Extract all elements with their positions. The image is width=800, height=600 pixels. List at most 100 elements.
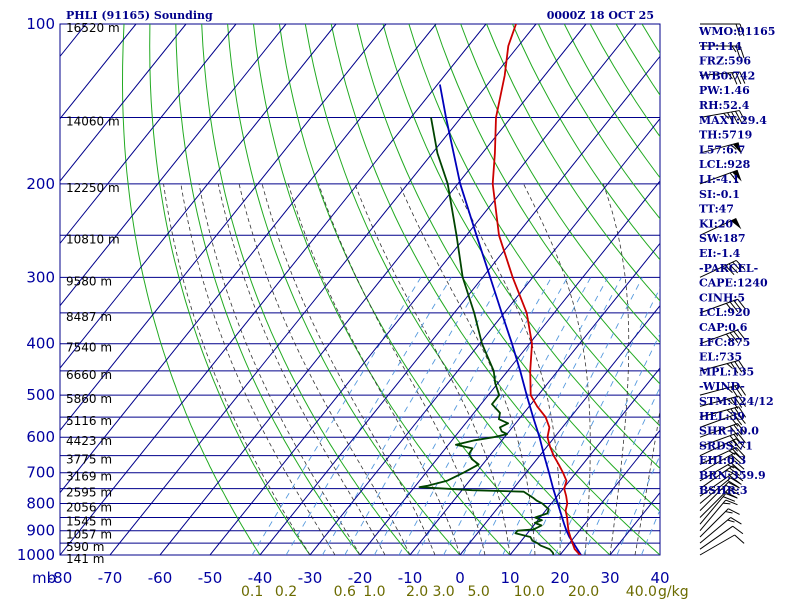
dry-adiabat-line [149,24,311,555]
wind-barb [699,488,740,518]
dry-adiabat-line [253,24,511,555]
wind-barb-feather [729,332,739,343]
wind-barb [699,460,745,482]
dry-adiabat-line [772,24,800,555]
wind-barb-feather [733,331,743,342]
mixing-ratio-label: 3.0 [432,584,454,600]
moist-adiabat-line [238,183,411,555]
wind-barb-staff [699,384,739,396]
wind-barb-feather [725,303,735,314]
wind-barb-feather [738,110,746,122]
wind-barb [699,534,745,556]
index-entry: LFC:875 [699,336,750,349]
wind-barb-staff [699,460,735,482]
dry-adiabat-line [201,24,411,555]
height-labels: 16520 m 14060 m 12250 m 10810 m 9580 m 8487 m… [66,21,120,566]
wind-barb [699,452,745,474]
isotherm-line [60,24,337,369]
moist-adiabat-line [354,183,511,555]
dry-adiabat-line [512,24,660,261]
temperature-tick-label: 0 [455,569,465,587]
height-label: 12250 m [66,181,120,195]
wind-barb-feather [725,265,735,276]
wind-barb-feather [735,260,746,270]
wind-barb [699,406,747,420]
moist-adiabat-line [198,183,361,555]
wind-barb-feather [735,45,741,59]
wind-barb [699,477,742,504]
wind-barb [700,45,745,59]
mixing-ratio-label: 5.0 [467,584,489,600]
wind-barb-feather [732,465,744,474]
isotherm-line [259,55,660,555]
mixing-ratio-label: 1.0 [363,584,385,600]
wind-barb-feather [729,475,740,484]
temperature-tick-label: 10 [500,569,519,587]
index-entry: LCL:928 [699,158,751,171]
wind-barb-feather [730,477,742,485]
wind-barb-feather [729,172,739,184]
wind-barb-feather [723,502,731,505]
wind-barb-feather [730,462,741,472]
height-label: 141 m [66,552,104,566]
plot-frame [59,23,661,556]
wind-barb-feather [726,363,733,369]
moist-adiabat-line [634,408,660,555]
wind-barb-staff [699,406,739,418]
pressure-tick-label: 100 [26,15,55,33]
height-label: 3169 m [66,470,112,484]
wind-barb-staff [699,395,739,407]
wind-barb [699,169,742,185]
wind-barb-feather [730,397,739,409]
pressure-tick-label: 400 [26,335,55,353]
index-entry: SW:187 [699,232,746,245]
temperature-tick-label: 30 [600,569,619,587]
wind-barb-feather [721,266,729,272]
temperature-tick-label: -80 [48,569,73,587]
wind-barb-feather [726,469,734,474]
wind-barb-feather [734,385,743,397]
wind-barb-feather [734,534,745,544]
wind-barb-staff [699,481,729,511]
wind-barb-feather [732,448,742,459]
temperature-tick-label: -20 [348,569,373,587]
height-label: 2056 m [66,501,112,515]
dry-adiabat-line [460,24,660,344]
wind-barb-feather [735,23,741,37]
wind-barb-feather [732,261,742,272]
isotherms [60,24,660,555]
dry-adiabat-line [356,24,660,513]
chart-date: 0000Z 18 OCT 25 [547,9,654,22]
wind-barb-feather [728,508,740,515]
wind-barb-feather [727,456,735,461]
index-entry: STM:124/12 [699,395,774,408]
moist-adiabat-line [523,183,591,555]
pressure-tick-label: 900 [26,522,55,540]
wind-barb-staff [699,525,734,550]
wind-barb [699,432,746,448]
wind-barb-staff [699,438,737,457]
index-entry: SHR+:0.0 [699,425,759,438]
wind-barb-staff [699,142,739,154]
wind-barb [699,465,744,490]
dry-adiabat-line [278,24,561,555]
temperature-trace [491,24,582,555]
isotherm-line [559,429,660,555]
index-entry: KI:20 [699,217,733,230]
wind-barb-feather [727,479,739,488]
wind-barb [699,395,747,409]
wind-barb-feather [737,298,746,310]
wind-barb [699,447,746,465]
wind-barb-staff [699,169,738,185]
wind-barb-feather [734,396,743,408]
dry-adiabat-line [121,24,261,555]
wind-barb-feather [731,111,738,124]
mixing-ratio-line [528,287,660,555]
index-entry: BSHR:3 [699,484,748,497]
mixing-ratio-line [251,277,422,555]
wind-barb [699,413,746,428]
wind-barb-feather [729,425,739,437]
wind-barb-feather [734,361,743,373]
